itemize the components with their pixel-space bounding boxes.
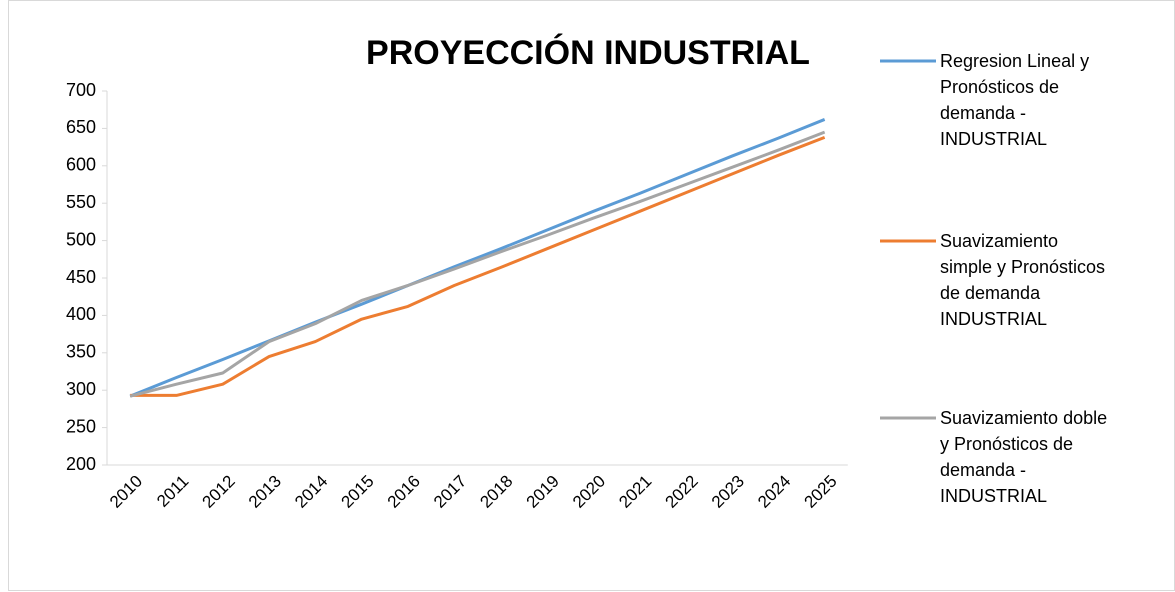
y-tick-label: 300	[66, 379, 96, 399]
x-tick-label: 2021	[615, 472, 655, 512]
y-tick-label: 500	[66, 229, 96, 249]
legend-label: Suavizamiento doble y Pronósticos de dem…	[940, 408, 1108, 506]
y-tick-label: 400	[66, 304, 96, 324]
x-tick-label: 2010	[106, 472, 146, 512]
x-tick-label: 2022	[662, 472, 702, 512]
chart-title: PROYECCIÓN INDUSTRIAL	[366, 34, 810, 72]
y-tick-label: 250	[66, 416, 96, 436]
x-tick-label: 2025	[800, 472, 840, 512]
y-tick-label: 450	[66, 267, 96, 287]
x-tick-label: 2017	[430, 472, 470, 512]
y-tick-label: 550	[66, 192, 96, 212]
x-tick-label: 2015	[337, 472, 377, 512]
x-tick-label: 2023	[708, 472, 748, 512]
x-tick-label: 2013	[245, 472, 285, 512]
legend-label: Regresion Lineal y Pronósticos de demand…	[940, 51, 1090, 149]
x-tick-label: 2024	[754, 472, 794, 512]
y-tick-label: 600	[66, 155, 96, 175]
series-line	[129, 130, 826, 398]
x-tick-label: 2011	[153, 472, 192, 511]
y-tick-label: 700	[66, 80, 96, 100]
legend-label: Suavizamiento simple y Pronósticos de de…	[940, 231, 1106, 329]
x-tick-label: 2018	[476, 472, 516, 512]
y-tick-label: 350	[66, 342, 96, 362]
series-line	[129, 118, 826, 398]
y-tick-label: 200	[66, 454, 96, 474]
y-tick-label: 650	[66, 117, 96, 137]
series-line	[130, 135, 826, 397]
x-tick-label: 2020	[569, 472, 609, 512]
x-tick-label: 2014	[291, 472, 331, 512]
x-tick-label: 2019	[523, 472, 563, 512]
x-tick-label: 2012	[199, 472, 239, 512]
x-tick-label: 2016	[384, 472, 424, 512]
